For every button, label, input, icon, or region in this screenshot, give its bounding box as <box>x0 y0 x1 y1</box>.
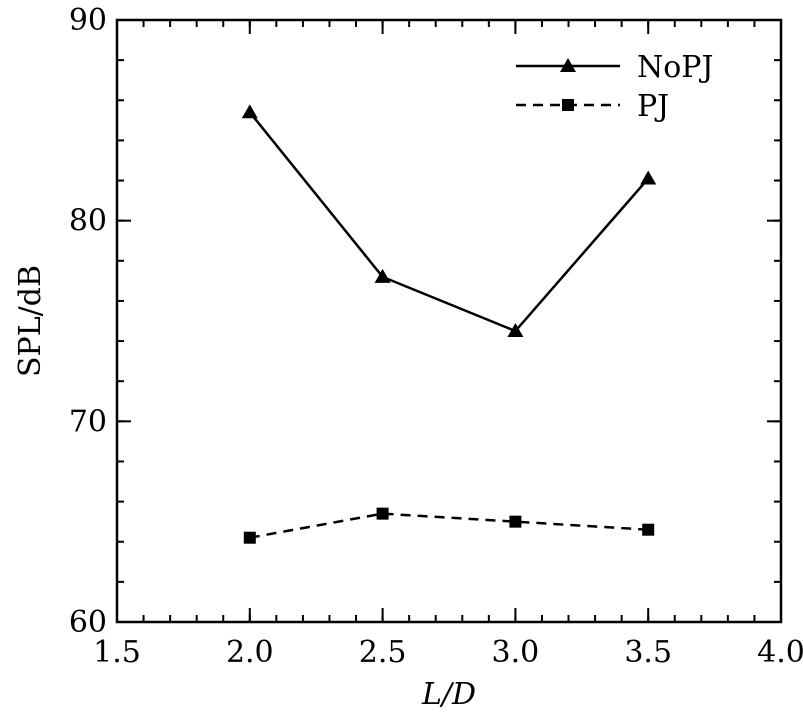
data-point-pj <box>509 515 522 528</box>
x-tick-label: 2.5 <box>359 635 407 670</box>
y-tick-label: 70 <box>69 404 107 439</box>
legend-label-pj: PJ <box>637 89 669 124</box>
data-point-nopj <box>640 170 657 185</box>
series-line-pj <box>249 512 649 539</box>
x-tick-label: 1.5 <box>93 635 141 670</box>
x-axis-label: L/D <box>421 677 476 712</box>
x-tick-label: 3.5 <box>624 635 672 670</box>
legend-entry-nopj: NoPJ <box>516 50 714 85</box>
y-tick-label: 60 <box>69 605 107 640</box>
series-layer <box>241 104 657 544</box>
x-tick-label: 4.0 <box>757 635 803 670</box>
series-line-nopj <box>248 111 650 333</box>
y-tick-label: 90 <box>69 3 107 38</box>
data-point-pj <box>376 507 389 520</box>
legend-marker-square-icon <box>562 99 574 111</box>
legend-marker-triangle-icon <box>560 58 576 72</box>
plot-frame <box>115 18 783 624</box>
legend-entry-pj: PJ <box>516 89 669 124</box>
legend-label-nopj: NoPJ <box>637 50 714 85</box>
data-point-pj <box>642 523 655 536</box>
legend: NoPJ PJ <box>516 50 714 124</box>
y-axis-label: SPL/dB <box>13 265 48 377</box>
data-point-pj <box>243 531 256 544</box>
y-tick-label: 80 <box>69 204 107 239</box>
axis-ticks: 1.5 2.0 2.5 3.0 3.5 4.0 60 70 80 90 <box>69 3 803 670</box>
x-tick-label: 3.0 <box>492 635 540 670</box>
x-tick-label: 2.0 <box>226 635 274 670</box>
data-point-nopj <box>507 323 524 338</box>
data-point-nopj <box>374 268 391 283</box>
data-point-nopj <box>241 104 258 119</box>
